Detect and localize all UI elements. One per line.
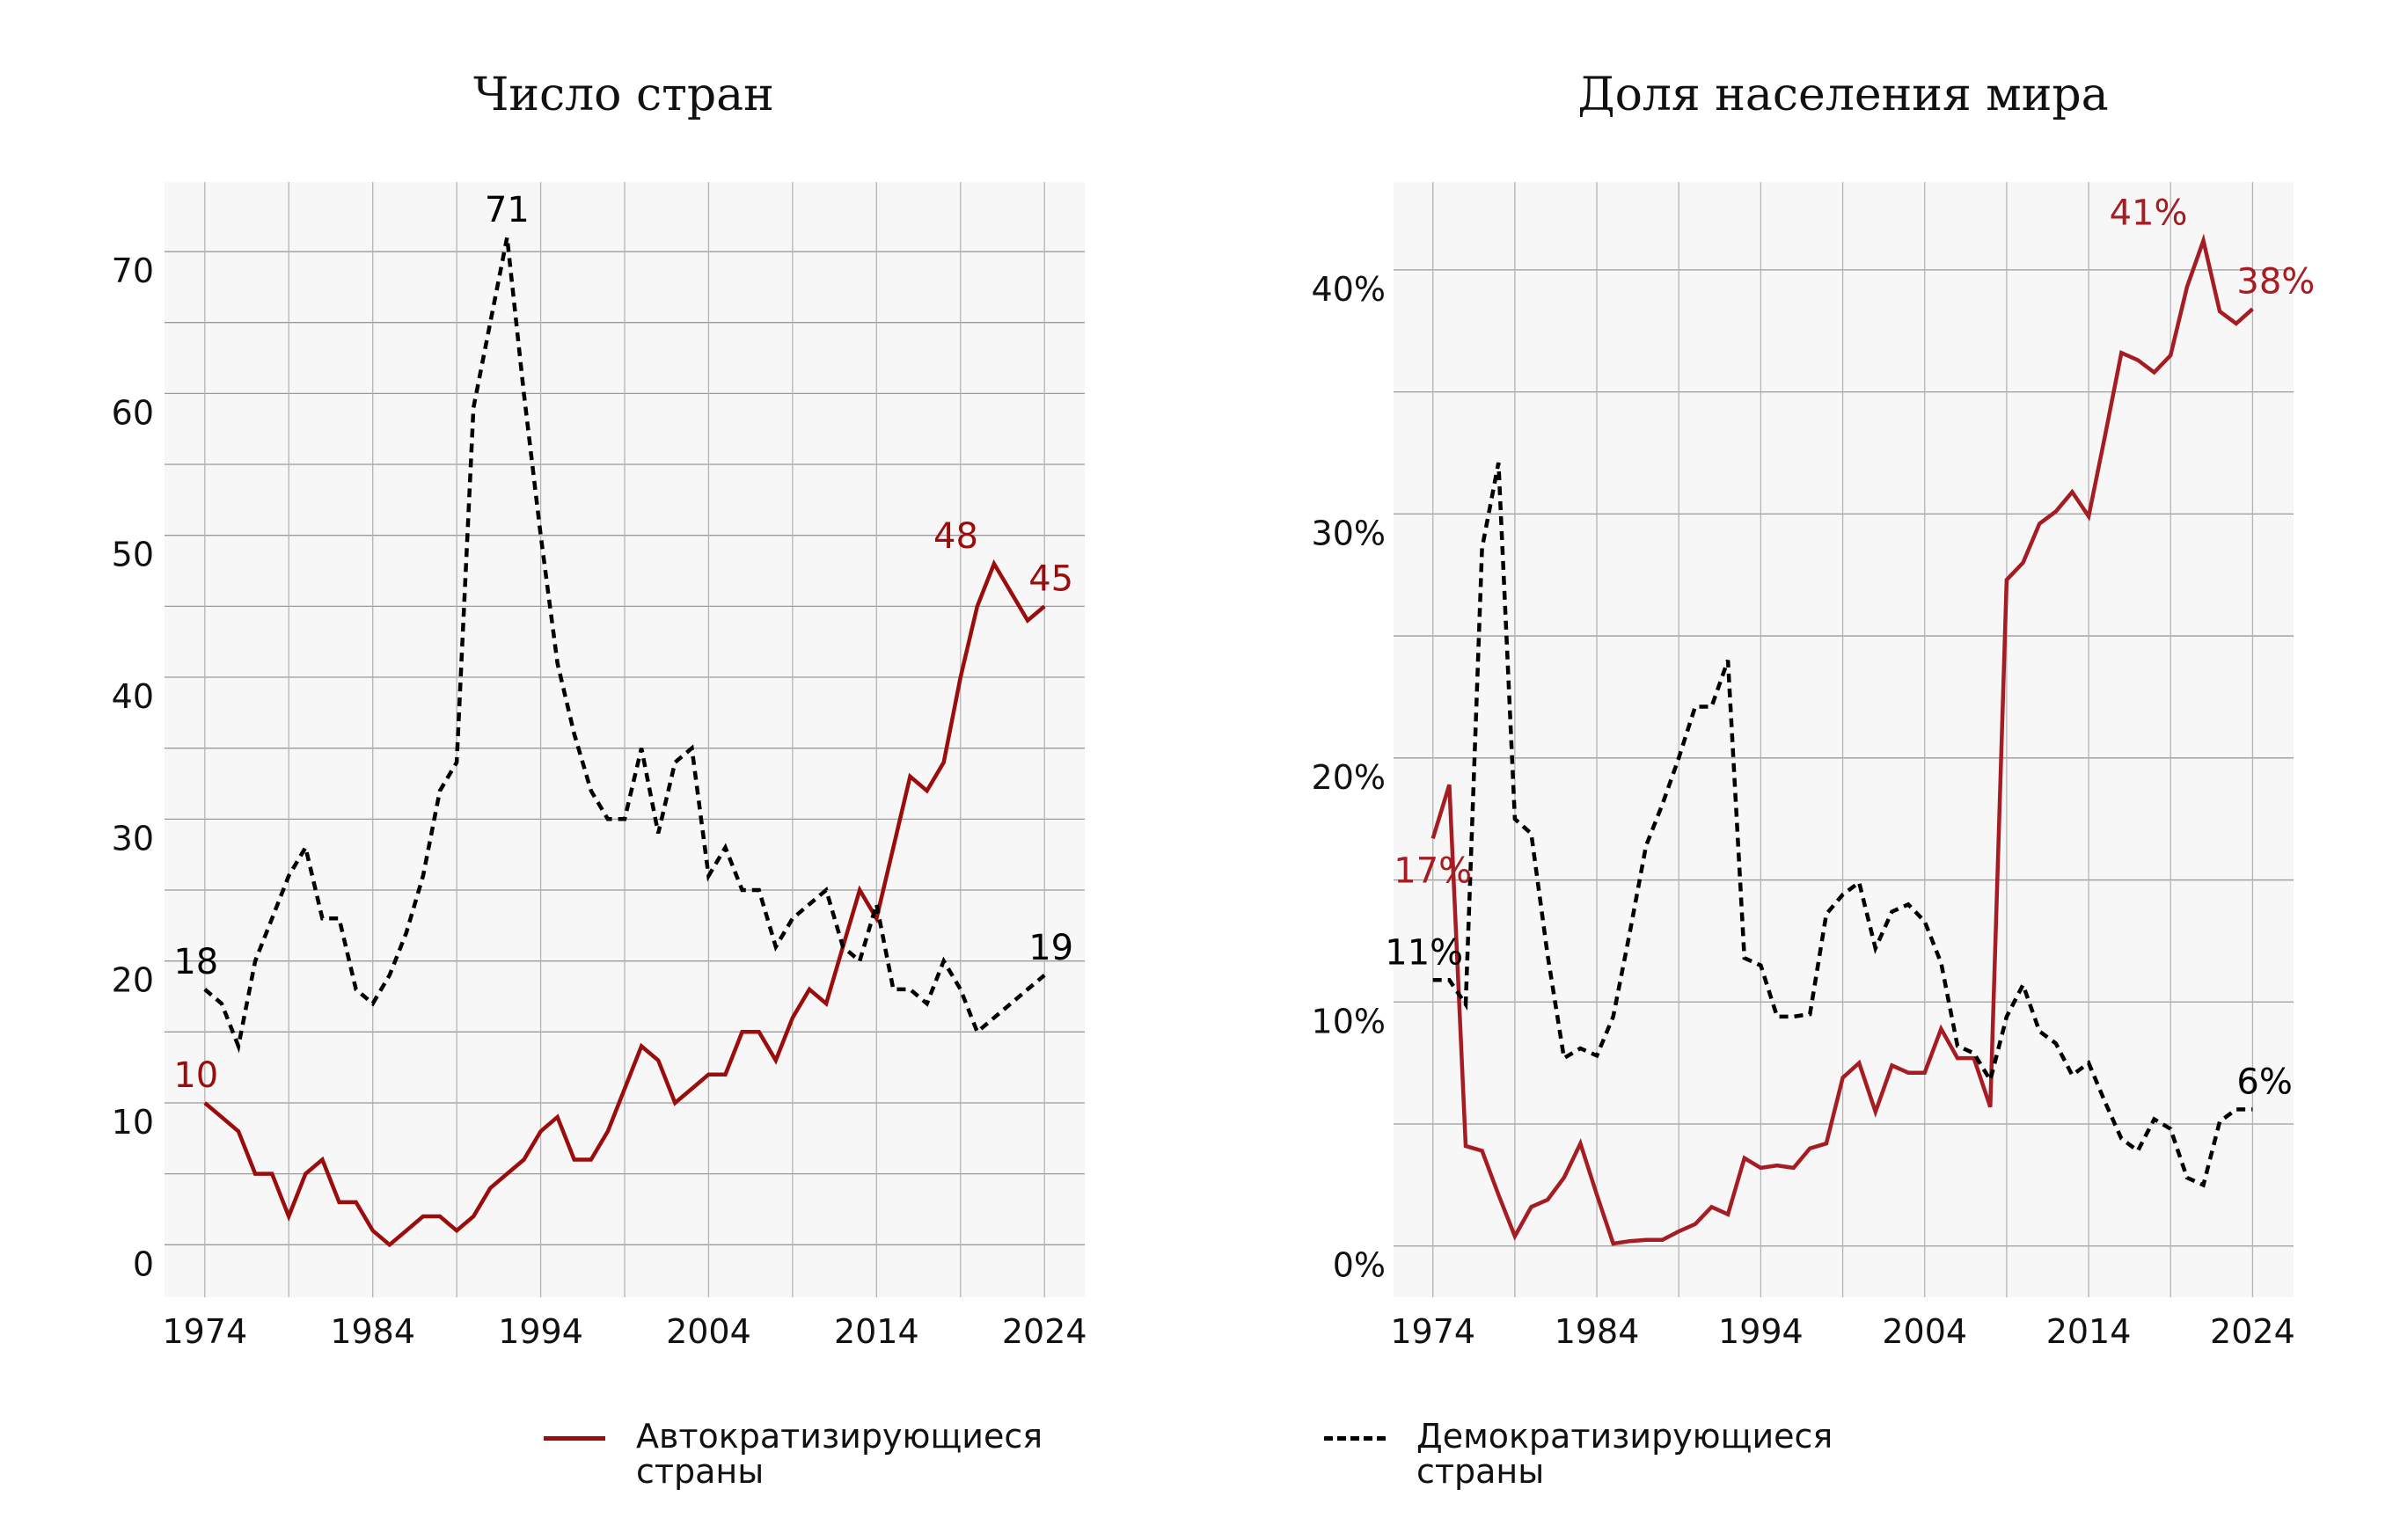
chart-country-count: Число стран 0 10 20 30 40 50 60 70 1974 1984 1994 20… (112, 69, 1087, 1351)
series-line-autocratizing (1430, 233, 2254, 1246)
legend-item-democratizing: Демократизирующиеся страны (1324, 1419, 1833, 1489)
y-tick-label: 0% (1333, 1246, 1386, 1285)
y-tick-label: 50 (112, 536, 154, 574)
x-tick-label: 1984 (330, 1312, 415, 1351)
data-label: 11% (1385, 932, 1463, 973)
legend-item-autocratizing: Автократизирующиеся страны (544, 1419, 1043, 1489)
data-label: 6% (2236, 1062, 2292, 1102)
legend-label: Демократизирующиеся страны (1416, 1419, 1833, 1489)
chart-world-population-share: Доля населения мира 0% 10% 20% 30% 40% 1974 198… (1312, 69, 2316, 1351)
y-tick-label: 10% (1312, 1002, 1386, 1040)
x-tick-label: 2014 (834, 1312, 919, 1351)
x-tick-label: 2014 (2046, 1312, 2132, 1351)
data-label: 45 (1028, 558, 1073, 599)
x-tick-label: 2024 (2210, 1312, 2295, 1351)
series-line-democratizing (203, 237, 1046, 1054)
data-label: 19 (1028, 928, 1073, 968)
series-line-autocratizing (203, 558, 1046, 1248)
x-tick-label: 1984 (1555, 1312, 1640, 1351)
x-tick-label: 1974 (162, 1312, 247, 1351)
x-tick-label: 2024 (1002, 1312, 1087, 1351)
legend-swatch-solid-line (544, 1436, 605, 1441)
x-tick-label: 2004 (1882, 1312, 1967, 1351)
legend-label-line2: страны (1416, 1452, 1545, 1491)
x-tick-label: 1994 (1718, 1312, 1804, 1351)
y-tick-label: 30 (112, 819, 154, 858)
data-label: 10 (173, 1055, 218, 1096)
data-label: 41% (2110, 193, 2188, 234)
y-tick-label: 0 (133, 1244, 154, 1283)
data-label: 38% (2236, 261, 2315, 302)
chart-title: Число стран (473, 69, 774, 121)
y-tick-label: 30% (1312, 514, 1386, 552)
legend-swatch-dashed-line (1324, 1436, 1386, 1441)
plot-area (1394, 182, 2294, 1297)
data-label: 18 (173, 942, 218, 982)
y-tick-label: 20 (112, 961, 154, 1000)
chart-title: Доля населения мира (1577, 69, 2108, 121)
legend-label-line1: Демократизирующиеся (1416, 1417, 1833, 1456)
x-tick-label: 2004 (666, 1312, 751, 1351)
data-label: 48 (933, 516, 978, 557)
data-label: 71 (485, 190, 530, 230)
data-label: 17% (1394, 850, 1472, 891)
x-tick-label: 1994 (498, 1312, 583, 1351)
y-tick-label: 10 (112, 1103, 154, 1142)
y-tick-label: 40% (1312, 270, 1386, 309)
y-tick-label: 40 (112, 677, 154, 716)
legend-label-line2: страны (636, 1452, 765, 1491)
y-tick-label: 70 (112, 252, 154, 290)
legend-label: Автократизирующиеся страны (636, 1419, 1043, 1489)
x-tick-label: 1974 (1390, 1312, 1475, 1351)
series-line-democratizing (1432, 462, 2253, 1188)
legend-label-line1: Автократизирующиеся (636, 1417, 1043, 1456)
y-tick-label: 20% (1312, 758, 1386, 797)
y-tick-label: 60 (112, 393, 154, 432)
